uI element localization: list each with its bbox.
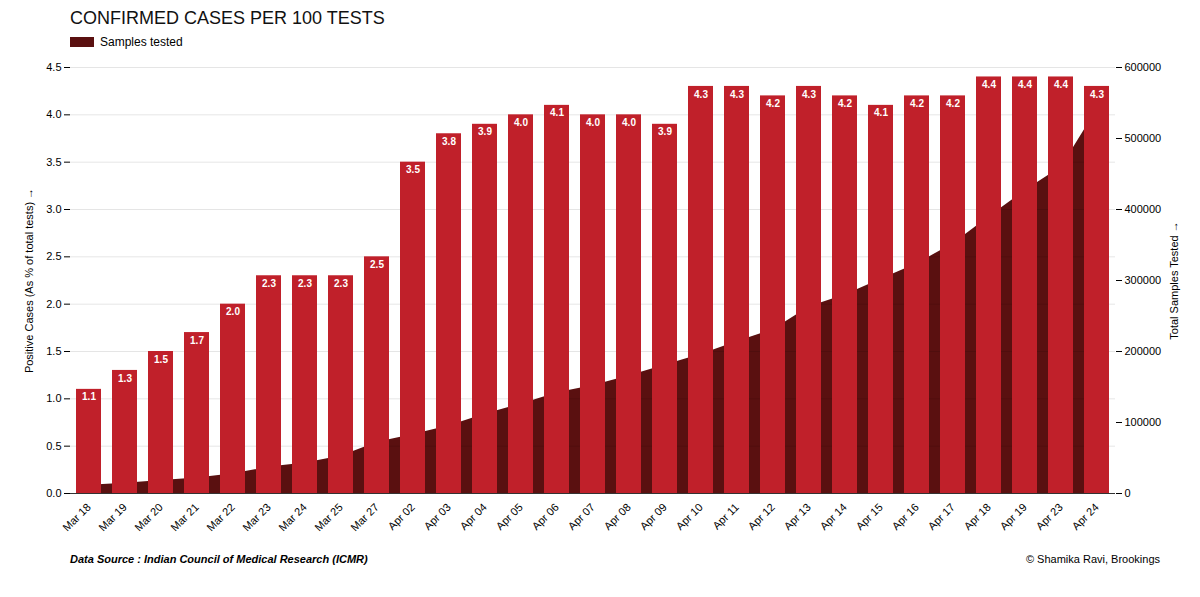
svg-text:0.0: 0.0: [46, 487, 61, 499]
svg-text:4.2: 4.2: [910, 98, 924, 109]
svg-text:600000: 600000: [1125, 61, 1162, 73]
svg-text:Apr 05: Apr 05: [493, 501, 524, 532]
svg-text:2.3: 2.3: [334, 278, 348, 289]
svg-text:Mar 27: Mar 27: [348, 501, 381, 534]
svg-text:Apr 12: Apr 12: [745, 501, 776, 532]
svg-text:4.4: 4.4: [1018, 79, 1032, 90]
svg-text:400000: 400000: [1125, 203, 1162, 215]
svg-text:Apr 11: Apr 11: [710, 501, 741, 532]
svg-text:300000: 300000: [1125, 274, 1162, 286]
svg-text:4.5: 4.5: [46, 61, 61, 73]
svg-text:1.5: 1.5: [154, 354, 168, 365]
svg-text:4.3: 4.3: [694, 89, 708, 100]
svg-text:Apr 07: Apr 07: [565, 501, 596, 532]
svg-text:4.0: 4.0: [586, 117, 600, 128]
svg-text:Mar 19: Mar 19: [96, 501, 129, 534]
svg-text:Apr 24: Apr 24: [1069, 501, 1100, 532]
svg-text:Apr 06: Apr 06: [529, 501, 560, 532]
svg-text:Apr 16: Apr 16: [889, 501, 920, 532]
svg-text:4.2: 4.2: [766, 98, 780, 109]
svg-text:1.0: 1.0: [46, 392, 61, 404]
svg-text:500000: 500000: [1125, 132, 1162, 144]
svg-text:Positive Cases (As % of total: Positive Cases (As % of total tests) →: [23, 188, 35, 373]
svg-text:4.0: 4.0: [622, 117, 636, 128]
svg-text:3.9: 3.9: [658, 126, 672, 137]
html-text:© Shamika Ravi, Brookings: © Shamika Ravi, Brookings: [1026, 553, 1160, 565]
svg-text:Apr 13: Apr 13: [781, 501, 812, 532]
svg-text:Apr 03: Apr 03: [421, 501, 452, 532]
svg-text:Apr 23: Apr 23: [1033, 501, 1064, 532]
svg-text:4.3: 4.3: [1090, 89, 1104, 100]
svg-text:4.3: 4.3: [802, 89, 816, 100]
svg-text:4.1: 4.1: [874, 107, 888, 118]
svg-text:100000: 100000: [1125, 416, 1162, 428]
svg-text:Apr 15: Apr 15: [853, 501, 884, 532]
svg-text:4.0: 4.0: [514, 117, 528, 128]
svg-text:Apr 18: Apr 18: [961, 501, 992, 532]
svg-text:1.1: 1.1: [82, 391, 96, 402]
svg-text:Mar 25: Mar 25: [312, 501, 345, 534]
svg-text:Mar 24: Mar 24: [276, 501, 309, 534]
svg-text:1.3: 1.3: [118, 373, 132, 384]
svg-text:2.5: 2.5: [46, 250, 61, 262]
svg-text:1.7: 1.7: [190, 335, 204, 346]
svg-text:0: 0: [1125, 487, 1131, 499]
svg-text:3.8: 3.8: [442, 136, 456, 147]
svg-text:3.5: 3.5: [46, 156, 61, 168]
svg-text:3.9: 3.9: [478, 126, 492, 137]
svg-text:4.4: 4.4: [1054, 79, 1068, 90]
svg-text:4.4: 4.4: [982, 79, 996, 90]
svg-text:200000: 200000: [1125, 345, 1162, 357]
svg-text:Apr 04: Apr 04: [457, 501, 488, 532]
svg-text:Mar 21: Mar 21: [168, 501, 201, 534]
svg-text:2.3: 2.3: [298, 278, 312, 289]
svg-text:Mar 18: Mar 18: [60, 501, 93, 534]
html-text:Samples tested: Samples tested: [100, 35, 183, 49]
svg-text:2.0: 2.0: [226, 306, 240, 317]
svg-text:3.0: 3.0: [46, 203, 61, 215]
svg-text:Apr 02: Apr 02: [385, 501, 416, 532]
svg-text:Mar 22: Mar 22: [204, 501, 237, 534]
svg-text:Apr 08: Apr 08: [601, 501, 632, 532]
svg-text:2.0: 2.0: [46, 298, 61, 310]
svg-text:Apr 09: Apr 09: [637, 501, 668, 532]
svg-text:Apr 14: Apr 14: [817, 501, 848, 532]
svg-text:4.0: 4.0: [46, 108, 61, 120]
svg-text:4.3: 4.3: [730, 89, 744, 100]
svg-text:Apr 19: Apr 19: [997, 501, 1028, 532]
svg-text:3.5: 3.5: [406, 164, 420, 175]
svg-text:1.5: 1.5: [46, 345, 61, 357]
svg-text:Total Samples Tested →: Total Samples Tested →: [1168, 221, 1180, 339]
svg-text:Apr 10: Apr 10: [673, 501, 704, 532]
svg-text:2.3: 2.3: [262, 278, 276, 289]
svg-text:4.1: 4.1: [550, 107, 564, 118]
svg-text:0.5: 0.5: [46, 440, 61, 452]
html-text:Data Source : Indian Council o: Data Source : Indian Council of Medical …: [70, 553, 368, 565]
svg-text:Apr 17: Apr 17: [925, 501, 956, 532]
svg-text:Mar 23: Mar 23: [240, 501, 273, 534]
svg-text:4.2: 4.2: [838, 98, 852, 109]
svg-text:2.5: 2.5: [370, 259, 384, 270]
svg-text:Mar 20: Mar 20: [132, 501, 165, 534]
svg-text:4.2: 4.2: [946, 98, 960, 109]
html-text:CONFIRMED CASES PER 100 TESTS: CONFIRMED CASES PER 100 TESTS: [70, 8, 385, 28]
